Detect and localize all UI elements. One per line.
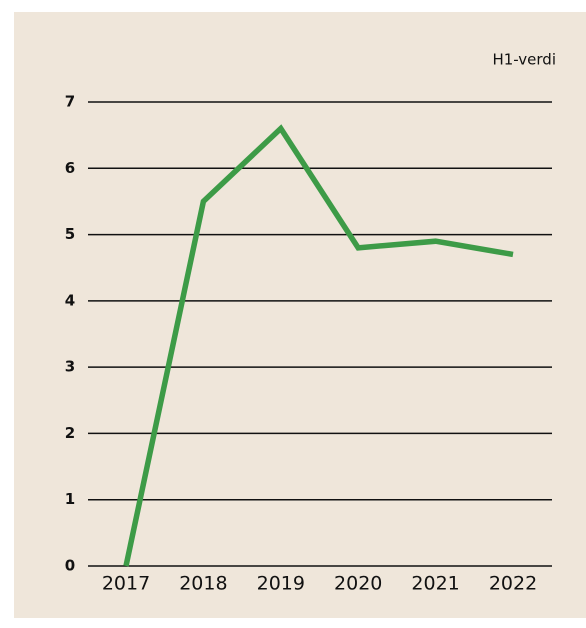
x-tick-label: 2021 (411, 573, 459, 595)
unit-label: H1-verdi (492, 51, 556, 69)
y-tick-label: 2 (65, 424, 75, 442)
y-tick-label: 5 (65, 225, 75, 243)
x-tick-label: 2020 (334, 573, 382, 595)
y-tick-label: 0 (65, 557, 75, 575)
y-tick-label: 6 (65, 159, 75, 177)
x-tick-label: 2019 (257, 573, 305, 595)
y-tick-label: 1 (65, 490, 75, 508)
data-line (123, 124, 514, 567)
chart-background (14, 12, 586, 618)
y-tick-label: 7 (65, 93, 75, 111)
x-tick-label: 2017 (102, 573, 150, 595)
y-tick-label: 3 (65, 358, 75, 376)
x-tick-label: 2022 (489, 573, 537, 595)
x-tick-label: 2018 (179, 573, 227, 595)
y-tick-label: 4 (65, 291, 75, 309)
